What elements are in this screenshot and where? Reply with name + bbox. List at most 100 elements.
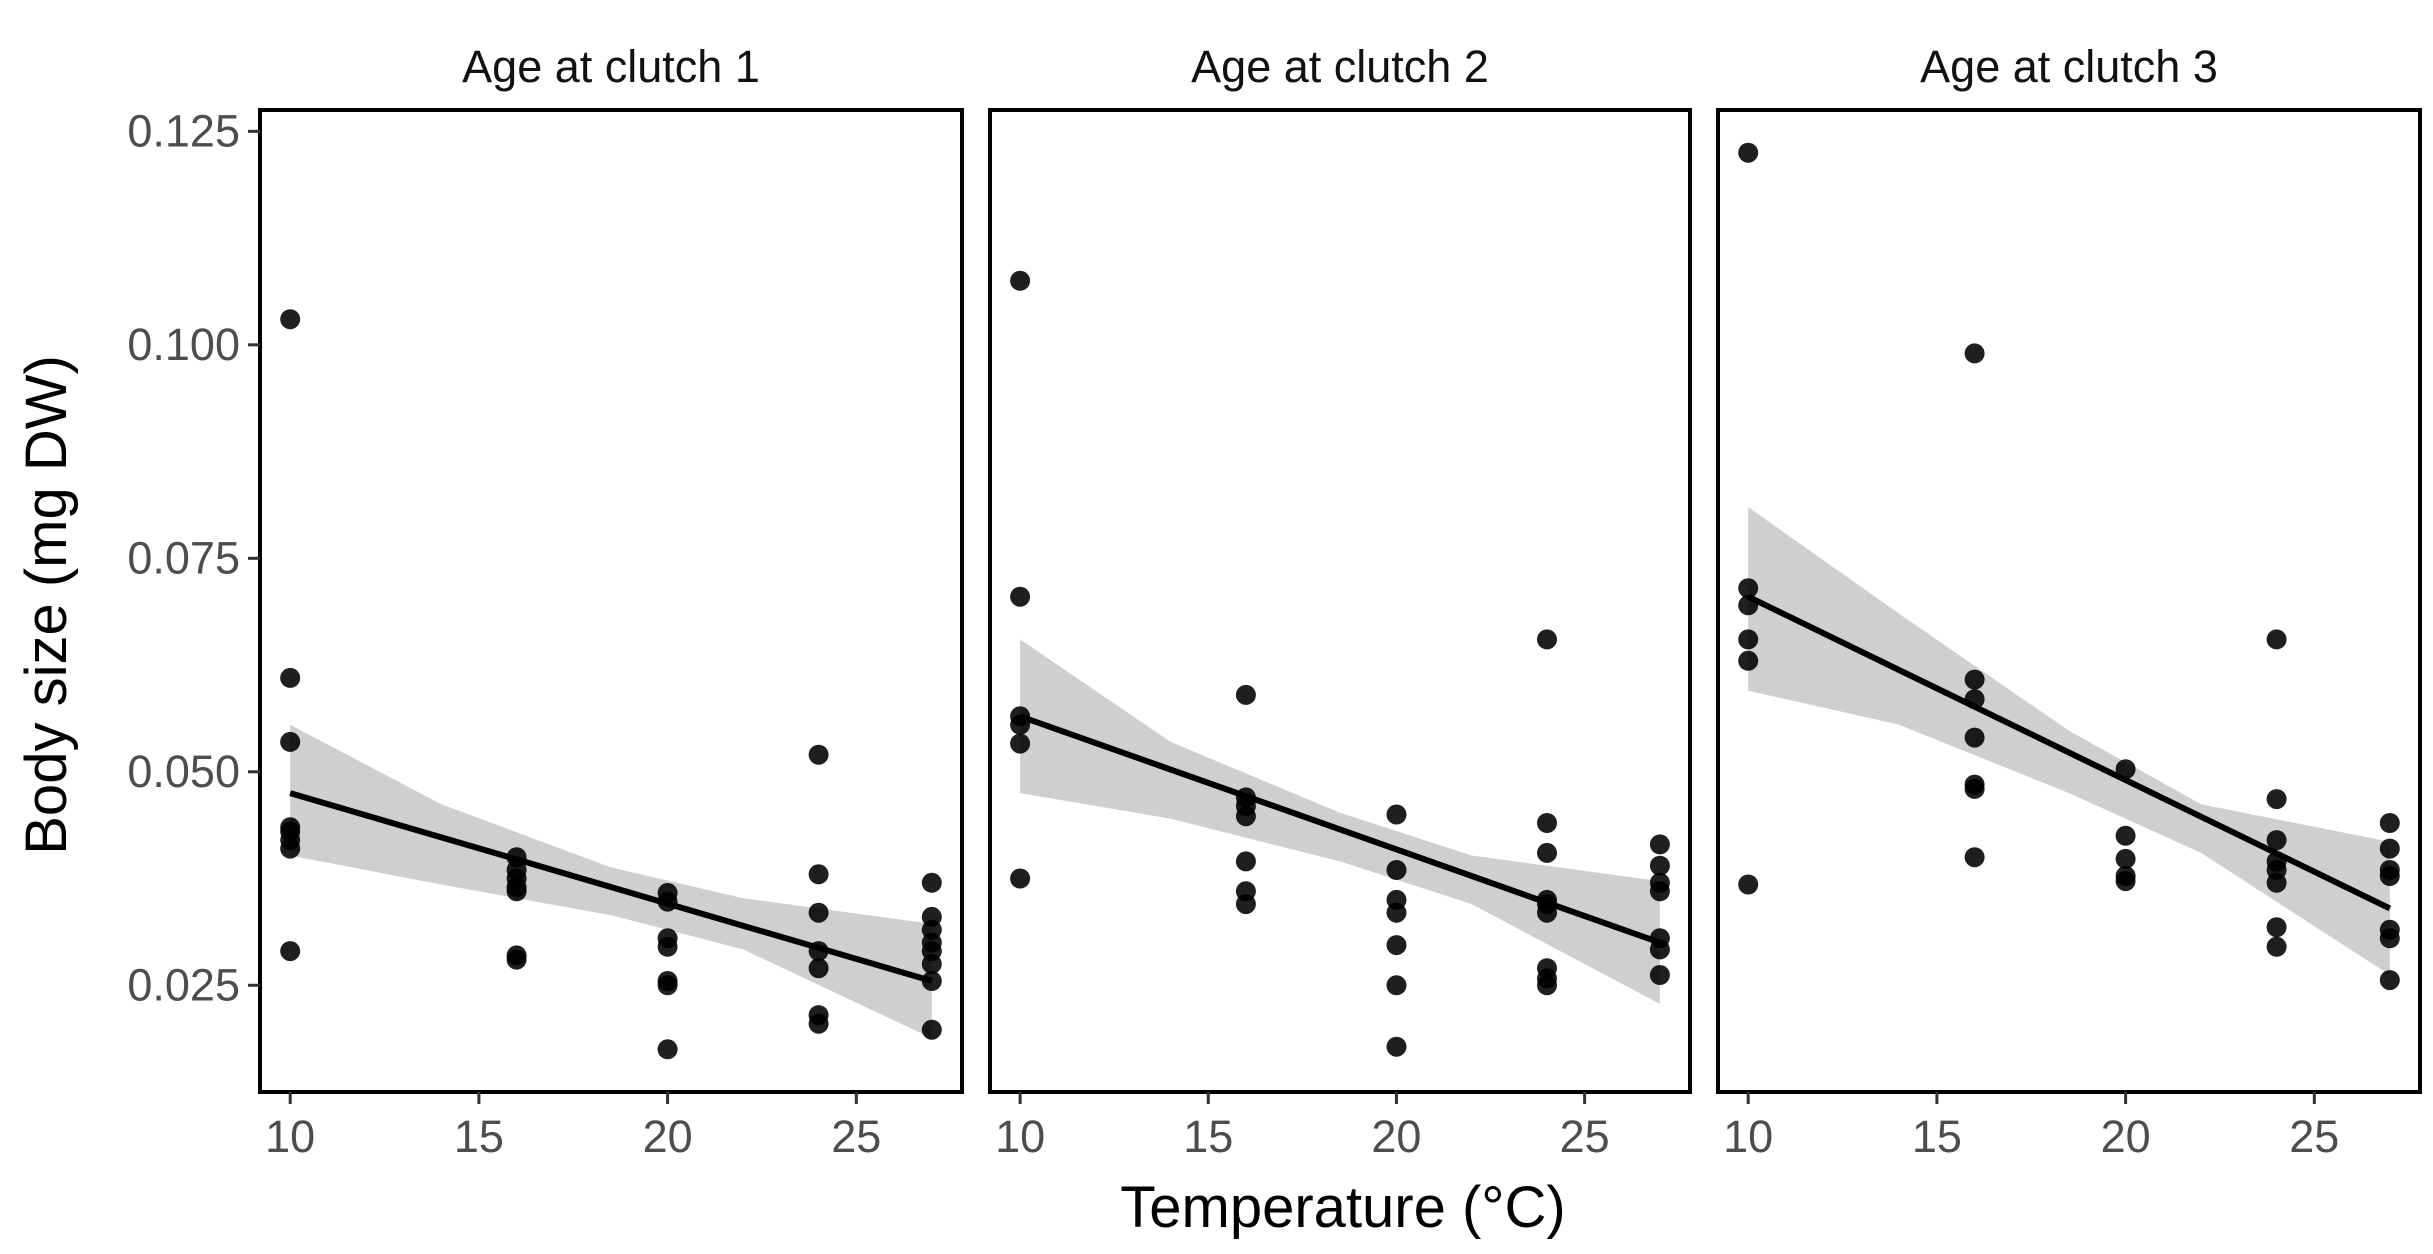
data-point [657, 1039, 678, 1060]
data-point [1386, 1036, 1407, 1057]
data-point [1964, 343, 1985, 364]
x-tick-label: 10 [1723, 1111, 1773, 1162]
data-point [1738, 650, 1759, 671]
data-point [1235, 851, 1256, 872]
data-point [2379, 970, 2400, 991]
panel-frame [258, 108, 964, 1094]
data-point [1738, 629, 1759, 650]
data-point [1649, 881, 1670, 902]
data-point [657, 936, 678, 957]
y-axis-title: Body size (mg DW) [14, 355, 79, 855]
data-point [1235, 894, 1256, 915]
data-point [921, 1019, 942, 1040]
data-point [2115, 825, 2136, 846]
data-point [1964, 669, 1985, 690]
data-point [2266, 917, 2287, 938]
y-tick-label: 0.075 [127, 532, 240, 583]
data-point [1964, 847, 1985, 868]
data-point [2379, 813, 2400, 833]
data-point [2379, 866, 2400, 886]
x-tick-label: 15 [454, 1111, 504, 1162]
confidence-band [290, 724, 932, 1039]
data-point [1010, 868, 1031, 889]
y-tick-label: 0.025 [127, 959, 240, 1010]
data-point [2266, 936, 2287, 957]
panel-title: Age at clutch 1 [462, 41, 760, 92]
data-point [280, 941, 301, 962]
regression-line [1019, 713, 1661, 946]
data-point [1649, 855, 1670, 876]
data-point [2115, 871, 2136, 892]
data-point [1235, 806, 1256, 827]
data-point [1010, 586, 1031, 607]
x-tick-label: 25 [2289, 1111, 2339, 1162]
data-point [1964, 778, 1985, 799]
data-point [808, 864, 829, 885]
regression-line [289, 790, 933, 984]
data-point [1537, 629, 1557, 650]
regression-line [1746, 594, 2392, 912]
x-tick-label: 25 [831, 1111, 881, 1162]
data-point [808, 744, 829, 765]
data-point [280, 667, 301, 688]
data-point [2379, 928, 2400, 949]
y-tick-label: 0.125 [127, 105, 240, 156]
data-point [1386, 902, 1407, 923]
data-point [2115, 848, 2136, 869]
panel-3: Age at clutch 3 10 15 20 25 [1716, 41, 2422, 1162]
data-point [506, 881, 527, 902]
data-point [506, 949, 527, 970]
panel-frame [988, 108, 1692, 1094]
data-point [657, 975, 678, 996]
data-point [1649, 965, 1670, 985]
x-tick-label: 25 [1560, 1111, 1610, 1162]
data-point [280, 838, 301, 859]
panels-layer: Age at clutch 1 10 15 20 25 Age at clutch 2 10… [258, 41, 2422, 1162]
x-tick-label: 20 [643, 1111, 693, 1162]
data-point [1738, 874, 1759, 895]
confidence-band [1748, 507, 2390, 975]
data-point [1386, 860, 1407, 880]
confidence-band [1020, 639, 1660, 1004]
panel-1: Age at clutch 1 10 15 20 25 [258, 41, 964, 1162]
data-point [808, 1013, 829, 1034]
data-point [1386, 935, 1407, 956]
data-point [1738, 578, 1759, 599]
data-point [1964, 727, 1985, 748]
x-tick-label: 20 [1371, 1111, 1421, 1162]
x-axis-title: Temperature (°C) [1120, 1175, 1565, 1240]
data-point [1235, 684, 1256, 705]
data-point [1386, 975, 1407, 996]
data-point [1537, 813, 1557, 833]
x-tick-label: 15 [1912, 1111, 1962, 1162]
data-point [1537, 902, 1557, 923]
data-point [280, 309, 301, 330]
x-tick-label: 10 [995, 1111, 1045, 1162]
data-point [1649, 834, 1670, 855]
data-point [1649, 939, 1670, 960]
panel-frame [1716, 108, 2422, 1094]
x-tick-label: 10 [265, 1111, 315, 1162]
data-point [808, 958, 829, 979]
data-point [1537, 975, 1557, 996]
data-point [280, 731, 301, 752]
data-point [1537, 842, 1557, 863]
panel-2: Age at clutch 2 10 15 20 25 [988, 41, 1692, 1162]
data-point [1386, 804, 1407, 825]
y-tick-label: 0.100 [127, 319, 240, 370]
data-point [2115, 759, 2136, 780]
data-point [2266, 830, 2287, 851]
data-point [2266, 872, 2287, 893]
data-point [2266, 789, 2287, 810]
data-point [1010, 733, 1031, 754]
panel-title: Age at clutch 2 [1191, 41, 1489, 92]
data-point [921, 953, 942, 974]
y-tick-label: 0.050 [127, 746, 240, 797]
data-point [2379, 838, 2400, 859]
data-point [2266, 629, 2287, 650]
data-point [921, 872, 942, 893]
data-point [1738, 142, 1759, 163]
y-axis: 0.025 0.050 0.075 0.100 0.125 [127, 105, 260, 1010]
